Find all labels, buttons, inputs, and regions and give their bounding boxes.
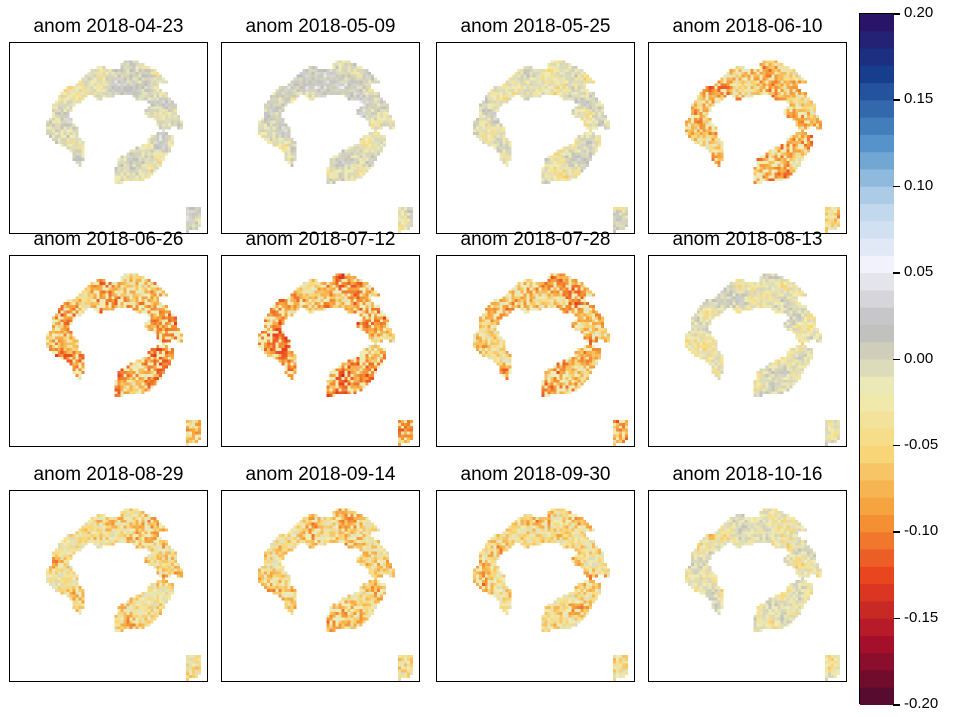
heatmap-panel: [9, 42, 208, 234]
colorbar-tick: [893, 617, 900, 620]
heatmap-raster: [649, 43, 846, 233]
colorbar-tick: [893, 531, 900, 533]
colorbar-tick-label: -0.10: [904, 522, 939, 540]
colorbar-band: [860, 687, 894, 705]
colorbar-band: [860, 601, 894, 620]
heatmap-panel: [221, 255, 420, 447]
panel-title: anom 2018-06-10: [672, 16, 823, 37]
panel-title: anom 2018-05-25: [460, 16, 611, 37]
colorbar-tick-label: 0.00: [904, 349, 934, 367]
heatmap-raster: [437, 491, 634, 681]
colorbar-tick: [893, 704, 900, 706]
colorbar-band: [860, 324, 894, 343]
colorbar-band: [860, 497, 894, 516]
panel-title: anom 2018-08-29: [33, 464, 184, 485]
colorbar-band: [860, 428, 894, 447]
heatmap-panel: [436, 255, 635, 447]
heatmap-raster: [437, 256, 634, 446]
colorbar-band: [860, 307, 894, 326]
heatmap-panel: [436, 42, 635, 234]
colorbar-band: [860, 514, 894, 533]
colorbar-band: [860, 290, 894, 309]
colorbar-band: [860, 31, 894, 50]
heatmap-panel: [436, 490, 635, 682]
colorbar-tick-label: 0.20: [904, 4, 934, 21]
colorbar-tick-label: 0.15: [904, 90, 934, 108]
colorbar-band: [860, 83, 894, 101]
colorbar-tick-label: -0.15: [904, 608, 939, 626]
colorbar-band: [860, 134, 894, 153]
heatmap-panel: [9, 255, 208, 447]
heatmap-raster: [222, 43, 419, 233]
colorbar-band: [860, 411, 894, 430]
heatmap-panel: [648, 490, 847, 682]
colorbar-band: [860, 186, 894, 205]
panel-title: anom 2018-07-28: [460, 229, 611, 250]
colorbar-band: [860, 169, 894, 188]
panel-title: anom 2018-07-12: [245, 229, 396, 250]
heatmap-raster: [222, 256, 419, 446]
colorbar-tick: [893, 272, 900, 274]
colorbar-band: [860, 584, 894, 602]
panel-title: anom 2018-06-26: [33, 229, 184, 250]
heatmap-panel: [648, 42, 847, 234]
colorbar-band: [860, 532, 894, 551]
colorbar-band: [860, 14, 894, 32]
panel-title: anom 2018-08-13: [672, 229, 823, 250]
heatmap-raster: [222, 491, 419, 681]
colorbar-tick-label: -0.20: [904, 695, 939, 712]
heatmap-raster: [437, 43, 634, 233]
colorbar-band: [860, 238, 894, 257]
colorbar-band: [860, 48, 894, 67]
panel-title: anom 2018-05-09: [245, 16, 396, 37]
heatmap-raster: [10, 43, 207, 233]
colorbar-band: [860, 549, 894, 568]
colorbar: [859, 13, 894, 705]
colorbar-band: [860, 273, 894, 292]
heatmap-raster: [649, 491, 846, 681]
colorbar-band: [860, 117, 894, 136]
panel-title: anom 2018-09-14: [245, 464, 396, 485]
heatmap-raster: [649, 256, 846, 446]
colorbar-tick-label: 0.10: [904, 176, 934, 194]
panel-title: anom 2018-10-16: [672, 464, 823, 485]
heatmap-raster: [10, 491, 207, 681]
heatmap-panel: [9, 490, 208, 682]
colorbar-band: [860, 359, 894, 378]
colorbar-tick: [893, 99, 900, 101]
colorbar-band: [860, 152, 894, 171]
colorbar-band: [860, 566, 894, 585]
colorbar-band: [860, 394, 894, 412]
colorbar-band: [860, 376, 894, 395]
colorbar-band: [860, 463, 894, 482]
panel-title: anom 2018-04-23: [33, 16, 184, 37]
colorbar-tick: [893, 444, 900, 447]
colorbar-tick: [893, 13, 900, 15]
heatmap-raster: [10, 256, 207, 446]
colorbar-band: [860, 255, 894, 274]
colorbar-band: [860, 670, 894, 689]
colorbar-band: [860, 635, 894, 654]
heatmap-panel: [648, 255, 847, 447]
colorbar-band: [860, 653, 894, 672]
colorbar-tick-label: 0.05: [904, 263, 934, 281]
colorbar-band: [860, 445, 894, 464]
colorbar-band: [860, 204, 894, 222]
colorbar-band: [860, 342, 894, 361]
colorbar-tick: [893, 358, 900, 360]
colorbar-band: [860, 618, 894, 637]
colorbar-band: [860, 480, 894, 499]
heatmap-panel: [221, 490, 420, 682]
colorbar-band: [860, 221, 894, 240]
colorbar-tick: [893, 185, 900, 188]
panel-title: anom 2018-09-30: [460, 464, 611, 485]
colorbar-band: [860, 65, 894, 84]
colorbar-tick-label: -0.05: [904, 435, 939, 453]
heatmap-panel: [221, 42, 420, 234]
colorbar-band: [860, 100, 894, 119]
